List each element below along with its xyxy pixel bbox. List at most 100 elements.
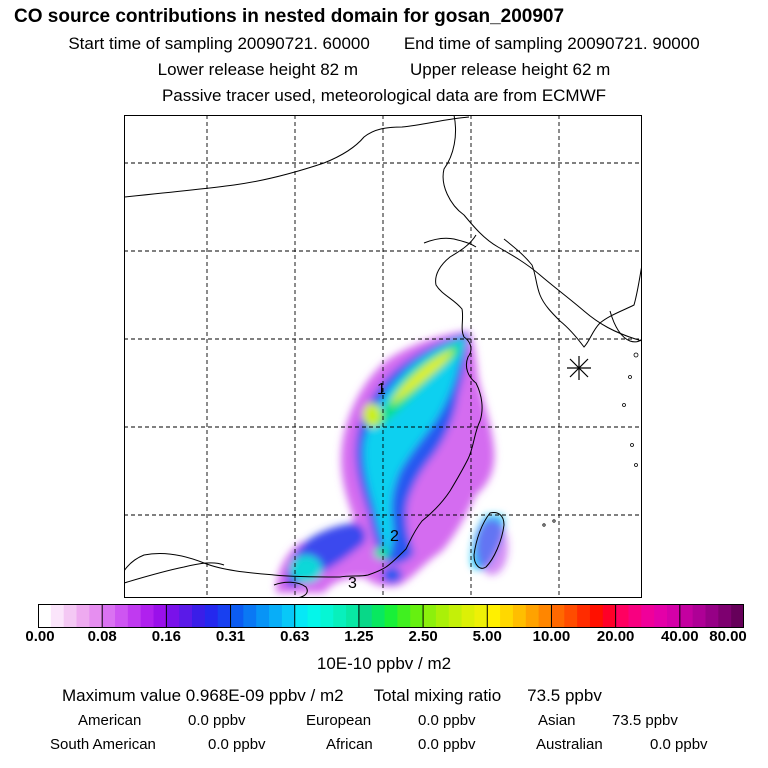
colorbar-swatch xyxy=(320,604,334,628)
colorbar-swatch xyxy=(102,604,116,628)
contrib-australian: Australian xyxy=(536,736,603,753)
colorbar-swatch xyxy=(474,604,488,628)
colorbar-swatch xyxy=(525,604,540,628)
contrib-european: European xyxy=(306,712,372,729)
colorbar-swatch xyxy=(666,604,681,628)
colorbar-tick-label: 0.31 xyxy=(215,628,246,645)
colorbar-swatch xyxy=(500,604,514,628)
colorbar-frame xyxy=(38,604,744,628)
colorbar-tick-label: 20.00 xyxy=(596,628,635,645)
vietnam-border xyxy=(124,562,225,584)
colorbar-swatch xyxy=(243,604,257,628)
colorbar-swatch xyxy=(76,604,90,628)
colorbar-swatch xyxy=(628,604,642,628)
map-label-2: 2 xyxy=(390,528,399,545)
colorbar-tick-label: 0.16 xyxy=(151,628,181,645)
colorbar-swatch xyxy=(140,604,155,628)
plume-hotspot-3 xyxy=(382,567,402,583)
end-time-label: End time of sampling 20090721. 90000 xyxy=(403,34,700,53)
colorbar-swatch xyxy=(641,604,655,628)
colorbar-swatch xyxy=(333,604,347,628)
colorbar-swatch xyxy=(615,604,629,628)
map-frame xyxy=(124,115,642,598)
plume-core xyxy=(363,403,381,427)
colorbar-swatch xyxy=(718,604,732,628)
map-label-3: 3 xyxy=(348,575,357,592)
colorbar-swatch xyxy=(204,604,219,628)
map-label-1: 1 xyxy=(377,381,386,398)
asterisk-icon xyxy=(567,356,591,380)
upper-release-label: Upper release height 62 m xyxy=(410,60,611,79)
colorbar-swatch xyxy=(397,604,411,628)
plume-taiwan-edge xyxy=(476,519,508,575)
korea-coast xyxy=(503,238,642,348)
colorbar-swatch xyxy=(654,604,668,628)
colorbar-swatch xyxy=(679,604,694,628)
colorbar-swatch xyxy=(269,604,283,628)
total-mixing-value: 73.5 ppbv xyxy=(527,686,602,705)
china-coast xyxy=(124,234,483,578)
concentration-field xyxy=(276,331,508,593)
colorbar-swatch xyxy=(63,604,78,628)
contrib-african-value: 0.0 ppbv xyxy=(418,736,476,753)
colorbar-swatch xyxy=(346,604,360,628)
contrib-south-american: South American xyxy=(50,736,156,753)
contrib-asian-value: 73.5 ppbv xyxy=(612,712,678,729)
colorbar-swatch xyxy=(512,604,527,628)
colorbar-swatch xyxy=(38,604,52,628)
island xyxy=(552,519,556,523)
lat-lon-grid xyxy=(124,115,642,598)
map-panel: 1 2 3 xyxy=(124,115,642,598)
island xyxy=(633,352,639,358)
colorbar-swatch xyxy=(281,604,296,628)
colorbar-swatch xyxy=(50,604,65,628)
colorbar-swatch xyxy=(307,604,321,628)
colorbar-swatch xyxy=(435,604,450,628)
lower-release-label: Lower release height 82 m xyxy=(157,60,358,79)
shandong xyxy=(423,237,477,248)
sampling-times: Start time of sampling 20090721. 60000 En… xyxy=(0,34,768,54)
island xyxy=(542,523,546,527)
colorbar-swatch xyxy=(410,604,424,628)
contrib-american: American xyxy=(78,712,141,729)
plume-yellow xyxy=(390,349,454,405)
contrib-australian-value: 0.0 ppbv xyxy=(650,736,708,753)
colorbar-swatch xyxy=(577,604,591,628)
colorbar-tick-label: 80.00 xyxy=(709,628,747,645)
colorbar-swatch xyxy=(602,604,617,628)
colorbar-tick-label: 5.00 xyxy=(472,628,502,645)
contrib-american-value: 0.0 ppbv xyxy=(188,712,246,729)
plume-hotspot-2 xyxy=(374,547,390,559)
korea-south xyxy=(609,310,642,343)
total-mixing-label: Total mixing ratio xyxy=(373,686,502,705)
colorbar-swatch xyxy=(371,604,386,628)
contrib-african: African xyxy=(326,736,373,753)
colorbar-tick-labels: 0.00 0.08 0.16 0.31 0.63 1.25 2.50 5.00 10.00 20.… xyxy=(0,628,768,652)
colorbar-swatch xyxy=(89,604,103,628)
colorbar-swatch xyxy=(461,604,475,628)
colorbar-swatch xyxy=(179,604,193,628)
colorbar-unit: 10E-10 ppbv / m2 xyxy=(316,654,452,673)
colorbar-swatch xyxy=(230,604,244,628)
colorbar-swatch xyxy=(564,604,578,628)
colorbar-swatch xyxy=(589,604,604,628)
colorbar xyxy=(38,604,744,628)
colorbar-tick-label: 40.00 xyxy=(661,628,699,645)
colorbar-swatch xyxy=(192,604,206,628)
northern-border xyxy=(124,116,470,198)
colorbar-tick-label: 2.50 xyxy=(408,628,438,645)
colorbar-swatch xyxy=(551,604,565,628)
island xyxy=(622,403,626,407)
colorbar-swatch xyxy=(692,604,706,628)
colorbar-tick-label: 0.08 xyxy=(87,628,117,645)
taiwan xyxy=(473,512,505,569)
colorbar-swatch xyxy=(538,604,552,628)
inner-boundary xyxy=(442,115,642,342)
contrib-name: American xyxy=(78,712,142,729)
colorbar-swatch xyxy=(166,604,180,628)
colorbar-tick-label: 10.00 xyxy=(532,628,571,645)
contrib-european-value: 0.0 ppbv xyxy=(418,712,476,729)
colorbar-swatch xyxy=(705,604,719,628)
max-value-label: Maximum value 0.968E-09 ppbv / m2 xyxy=(62,686,344,705)
colorbar-swatch xyxy=(358,604,373,628)
